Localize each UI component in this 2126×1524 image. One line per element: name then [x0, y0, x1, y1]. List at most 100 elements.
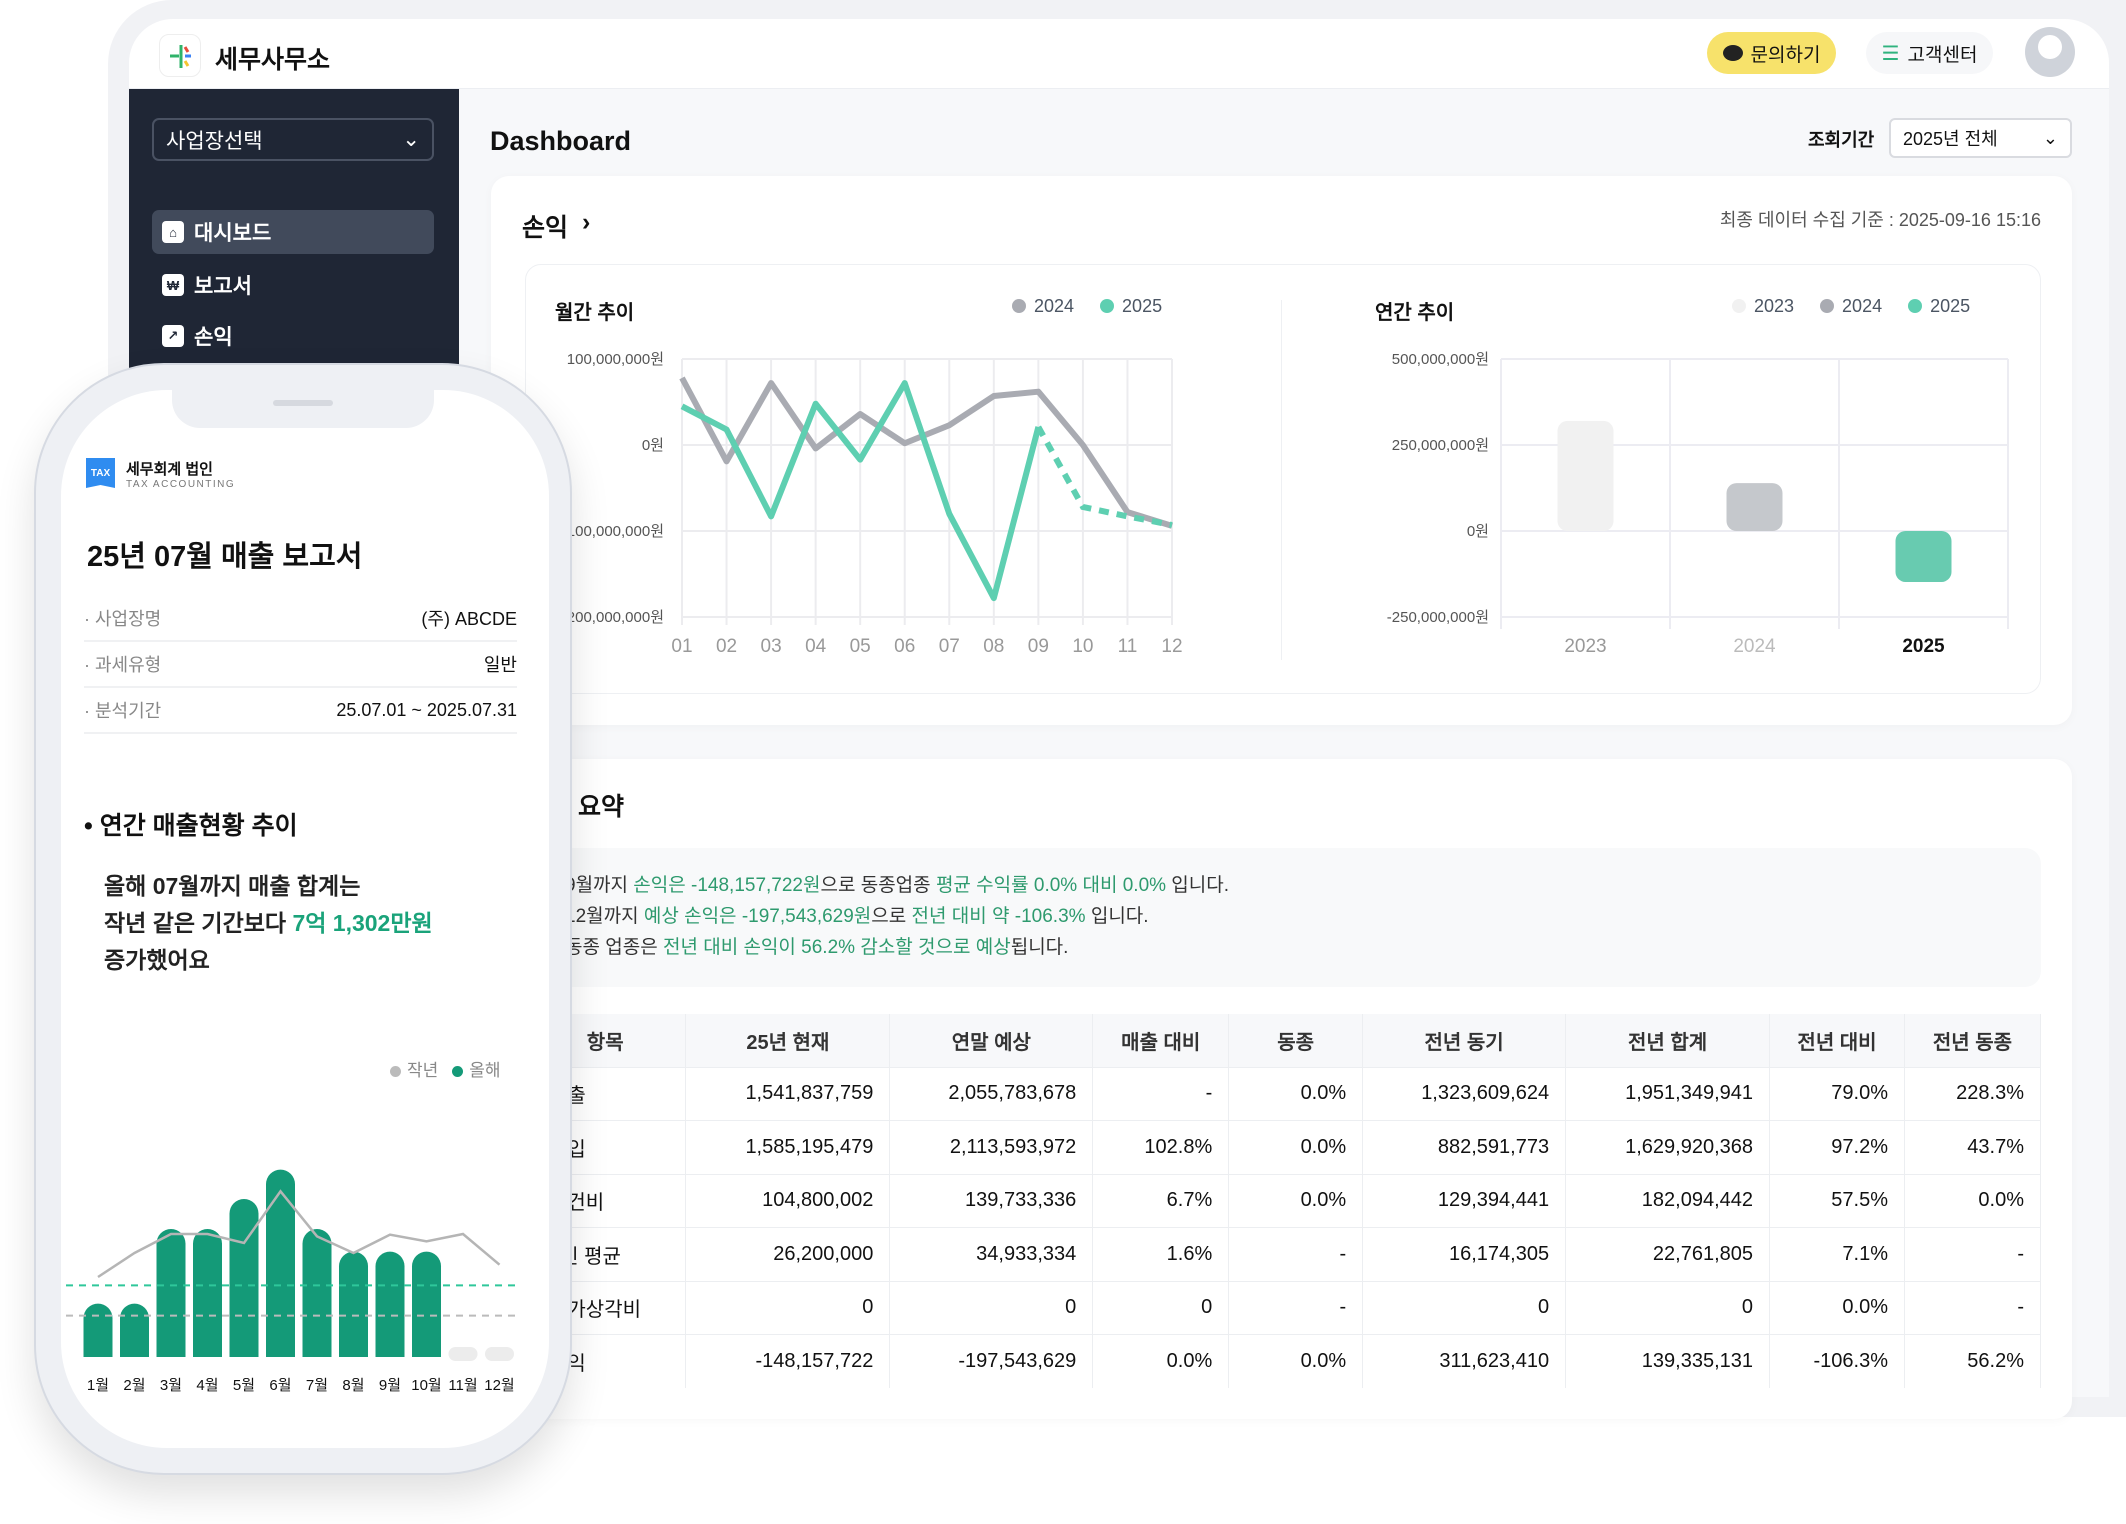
- series-line-2024: [679, 376, 1173, 529]
- customer-center-label: 고객센터: [1907, 44, 1978, 66]
- legend-2024[interactable]: 2024: [1820, 296, 1882, 317]
- forecast-line-2025: [1035, 425, 1173, 528]
- table-cell: 7.1%: [1769, 1227, 1905, 1281]
- period-select[interactable]: 2025년 전체 ⌄: [1889, 118, 2072, 158]
- x-tick-label: 2024: [1733, 636, 1776, 657]
- table-cell: 182,094,442: [1565, 1173, 1771, 1228]
- business-select[interactable]: 사업장선택 ⌄: [152, 118, 434, 161]
- x-tick-label: 03: [761, 636, 782, 657]
- y-tick-label: -250,000,000원: [1387, 609, 1489, 626]
- table-cell: 0.0%: [1228, 1120, 1364, 1174]
- column-header[interactable]: 전년 동기: [1362, 1014, 1567, 1067]
- won-document-icon: ₩: [162, 274, 184, 296]
- profit-charts: 100,000,000원 0원 -100,000,000원 -200,000,000원…: [562, 351, 2009, 657]
- avatar[interactable]: [2025, 27, 2075, 77]
- bar-this-year: [83, 1303, 113, 1357]
- column-header[interactable]: 25년 현재: [685, 1014, 891, 1067]
- info-row-tax-type: · 과세유형 일반: [84, 642, 517, 688]
- table-cell: -: [1228, 1227, 1364, 1281]
- x-tick-label: 06: [894, 636, 915, 657]
- table-cell: 139,335,131: [1565, 1334, 1771, 1388]
- table-cell: 102.8%: [1092, 1120, 1230, 1174]
- table-cell: 1,541,837,759: [685, 1066, 891, 1121]
- bar-placeholder: [448, 1347, 478, 1361]
- chat-bubble-icon: [1722, 45, 1743, 61]
- bar-this-year: [375, 1251, 405, 1357]
- month-label: 2월: [123, 1377, 145, 1394]
- table-cell: 97.2%: [1769, 1120, 1905, 1174]
- chart-panel: [525, 264, 2041, 694]
- sidebar-item-dashboard[interactable]: ⌂ 대시보드: [152, 210, 434, 254]
- y-tick-label: 250,000,000원: [1392, 437, 1489, 454]
- bar-this-year: [193, 1229, 222, 1357]
- bar-2023: [1557, 420, 1614, 531]
- sparkle-logo-icon: [170, 45, 191, 68]
- annual-chart-title: 연간 추이: [1375, 302, 1455, 324]
- column-header[interactable]: 전년 대비: [1769, 1014, 1905, 1067]
- column-header[interactable]: 연말 예상: [889, 1014, 1094, 1067]
- home-icon: ⌂: [162, 221, 184, 243]
- user-icon: [2038, 35, 2062, 59]
- column-header[interactable]: 전년 동종: [1904, 1014, 2042, 1067]
- x-tick-label: 05: [850, 636, 871, 657]
- table-cell: 2,055,783,678: [889, 1066, 1094, 1121]
- x-tick-label: 08: [983, 636, 1004, 657]
- sidebar-item-label: 대시보드: [194, 222, 272, 245]
- table-cell: 139,733,336: [889, 1173, 1094, 1228]
- table-cell: -: [1904, 1280, 2042, 1335]
- month-label: 8월: [342, 1377, 364, 1394]
- table-cell: -148,157,722: [685, 1334, 891, 1388]
- month-label: 1월: [87, 1377, 109, 1394]
- sidebar-item-label: 손익: [194, 326, 233, 349]
- table-cell: 0: [1362, 1280, 1567, 1335]
- chevron-down-icon: ⌄: [402, 128, 420, 151]
- table-cell: 0.0%: [1904, 1173, 2042, 1228]
- table-cell: -: [1904, 1227, 2042, 1281]
- x-tick-label: 2023: [1564, 636, 1606, 657]
- table-cell: 0: [685, 1280, 891, 1335]
- logo[interactable]: [159, 34, 201, 77]
- legend-2025[interactable]: 2025: [1100, 296, 1162, 317]
- page-title: Dashboard: [490, 126, 632, 156]
- info-row-period: · 분석기간 25.07.01 ~ 2025.07.31: [84, 688, 517, 734]
- y-tick-label: 0원: [642, 437, 664, 454]
- sidebar-item-profit[interactable]: ↗ 손익: [152, 314, 434, 358]
- month-label: 4월: [196, 1377, 218, 1394]
- table-cell: 16,174,305: [1362, 1227, 1567, 1281]
- legend-2023[interactable]: 2023: [1732, 296, 1794, 317]
- month-label: 10월: [411, 1377, 442, 1394]
- inquiry-button[interactable]: 문의하기: [1707, 32, 1836, 74]
- bar-this-year: [229, 1199, 259, 1357]
- profit-card-title[interactable]: 손익 ›: [522, 208, 590, 244]
- legend-2025[interactable]: 2025: [1908, 296, 1970, 317]
- chevron-down-icon: ⌄: [2042, 127, 2058, 148]
- customer-center-button[interactable]: ☰ 고객센터: [1866, 32, 1993, 74]
- summary-table: 항목 25년 현재 연말 예상 매출 대비 동종 전년 동기 전년 합계 전년 대비 전년 동종…: [525, 1014, 2042, 1388]
- table-cell: 0.0%: [1769, 1280, 1905, 1335]
- legend-2024[interactable]: 2024: [1012, 296, 1074, 317]
- chart-divider: [1281, 300, 1282, 660]
- sales-summary: 올해 07월까지 매출 합계는 작년 같은 기간보다 7억 1,302만원 증가…: [104, 873, 433, 973]
- bar-2025: [1895, 531, 1952, 582]
- sidebar-item-report[interactable]: ₩ 보고서: [152, 263, 434, 307]
- table-row: 손익-148,157,722-197,543,6290.0%0.0%311,62…: [525, 1334, 2042, 1388]
- monthly-chart-title: 월간 추이: [555, 302, 635, 324]
- table-cell: 43.7%: [1904, 1120, 2042, 1174]
- table-row: 매입1,585,195,4792,113,593,972102.8%0.0%88…: [525, 1120, 2042, 1174]
- table-row: 감가상각비 0 0 0-0 0 0.0% -: [525, 1280, 2042, 1335]
- bar-this-year: [412, 1251, 441, 1357]
- y-tick-label: -200,000,000원: [562, 609, 664, 626]
- month-label: 7월: [306, 1377, 328, 1394]
- data-timestamp: 최종 데이터 수집 기준 : 2025-09-16 15:16: [1719, 210, 2041, 230]
- period-label: 조회기간: [1808, 130, 1875, 150]
- column-header[interactable]: 전년 합계: [1565, 1014, 1771, 1067]
- table-cell: -: [1092, 1066, 1230, 1121]
- table-cell: -106.3%: [1769, 1334, 1905, 1388]
- column-header[interactable]: 매출 대비: [1092, 1014, 1230, 1067]
- table-cell: 882,591,773: [1362, 1120, 1567, 1174]
- column-header[interactable]: 동종: [1228, 1014, 1364, 1067]
- table-cell: 228.3%: [1904, 1066, 2042, 1121]
- sidebar-item-label: 보고서: [194, 275, 252, 298]
- table-cell: 0.0%: [1228, 1334, 1364, 1388]
- table-cell: 0.0%: [1228, 1173, 1364, 1228]
